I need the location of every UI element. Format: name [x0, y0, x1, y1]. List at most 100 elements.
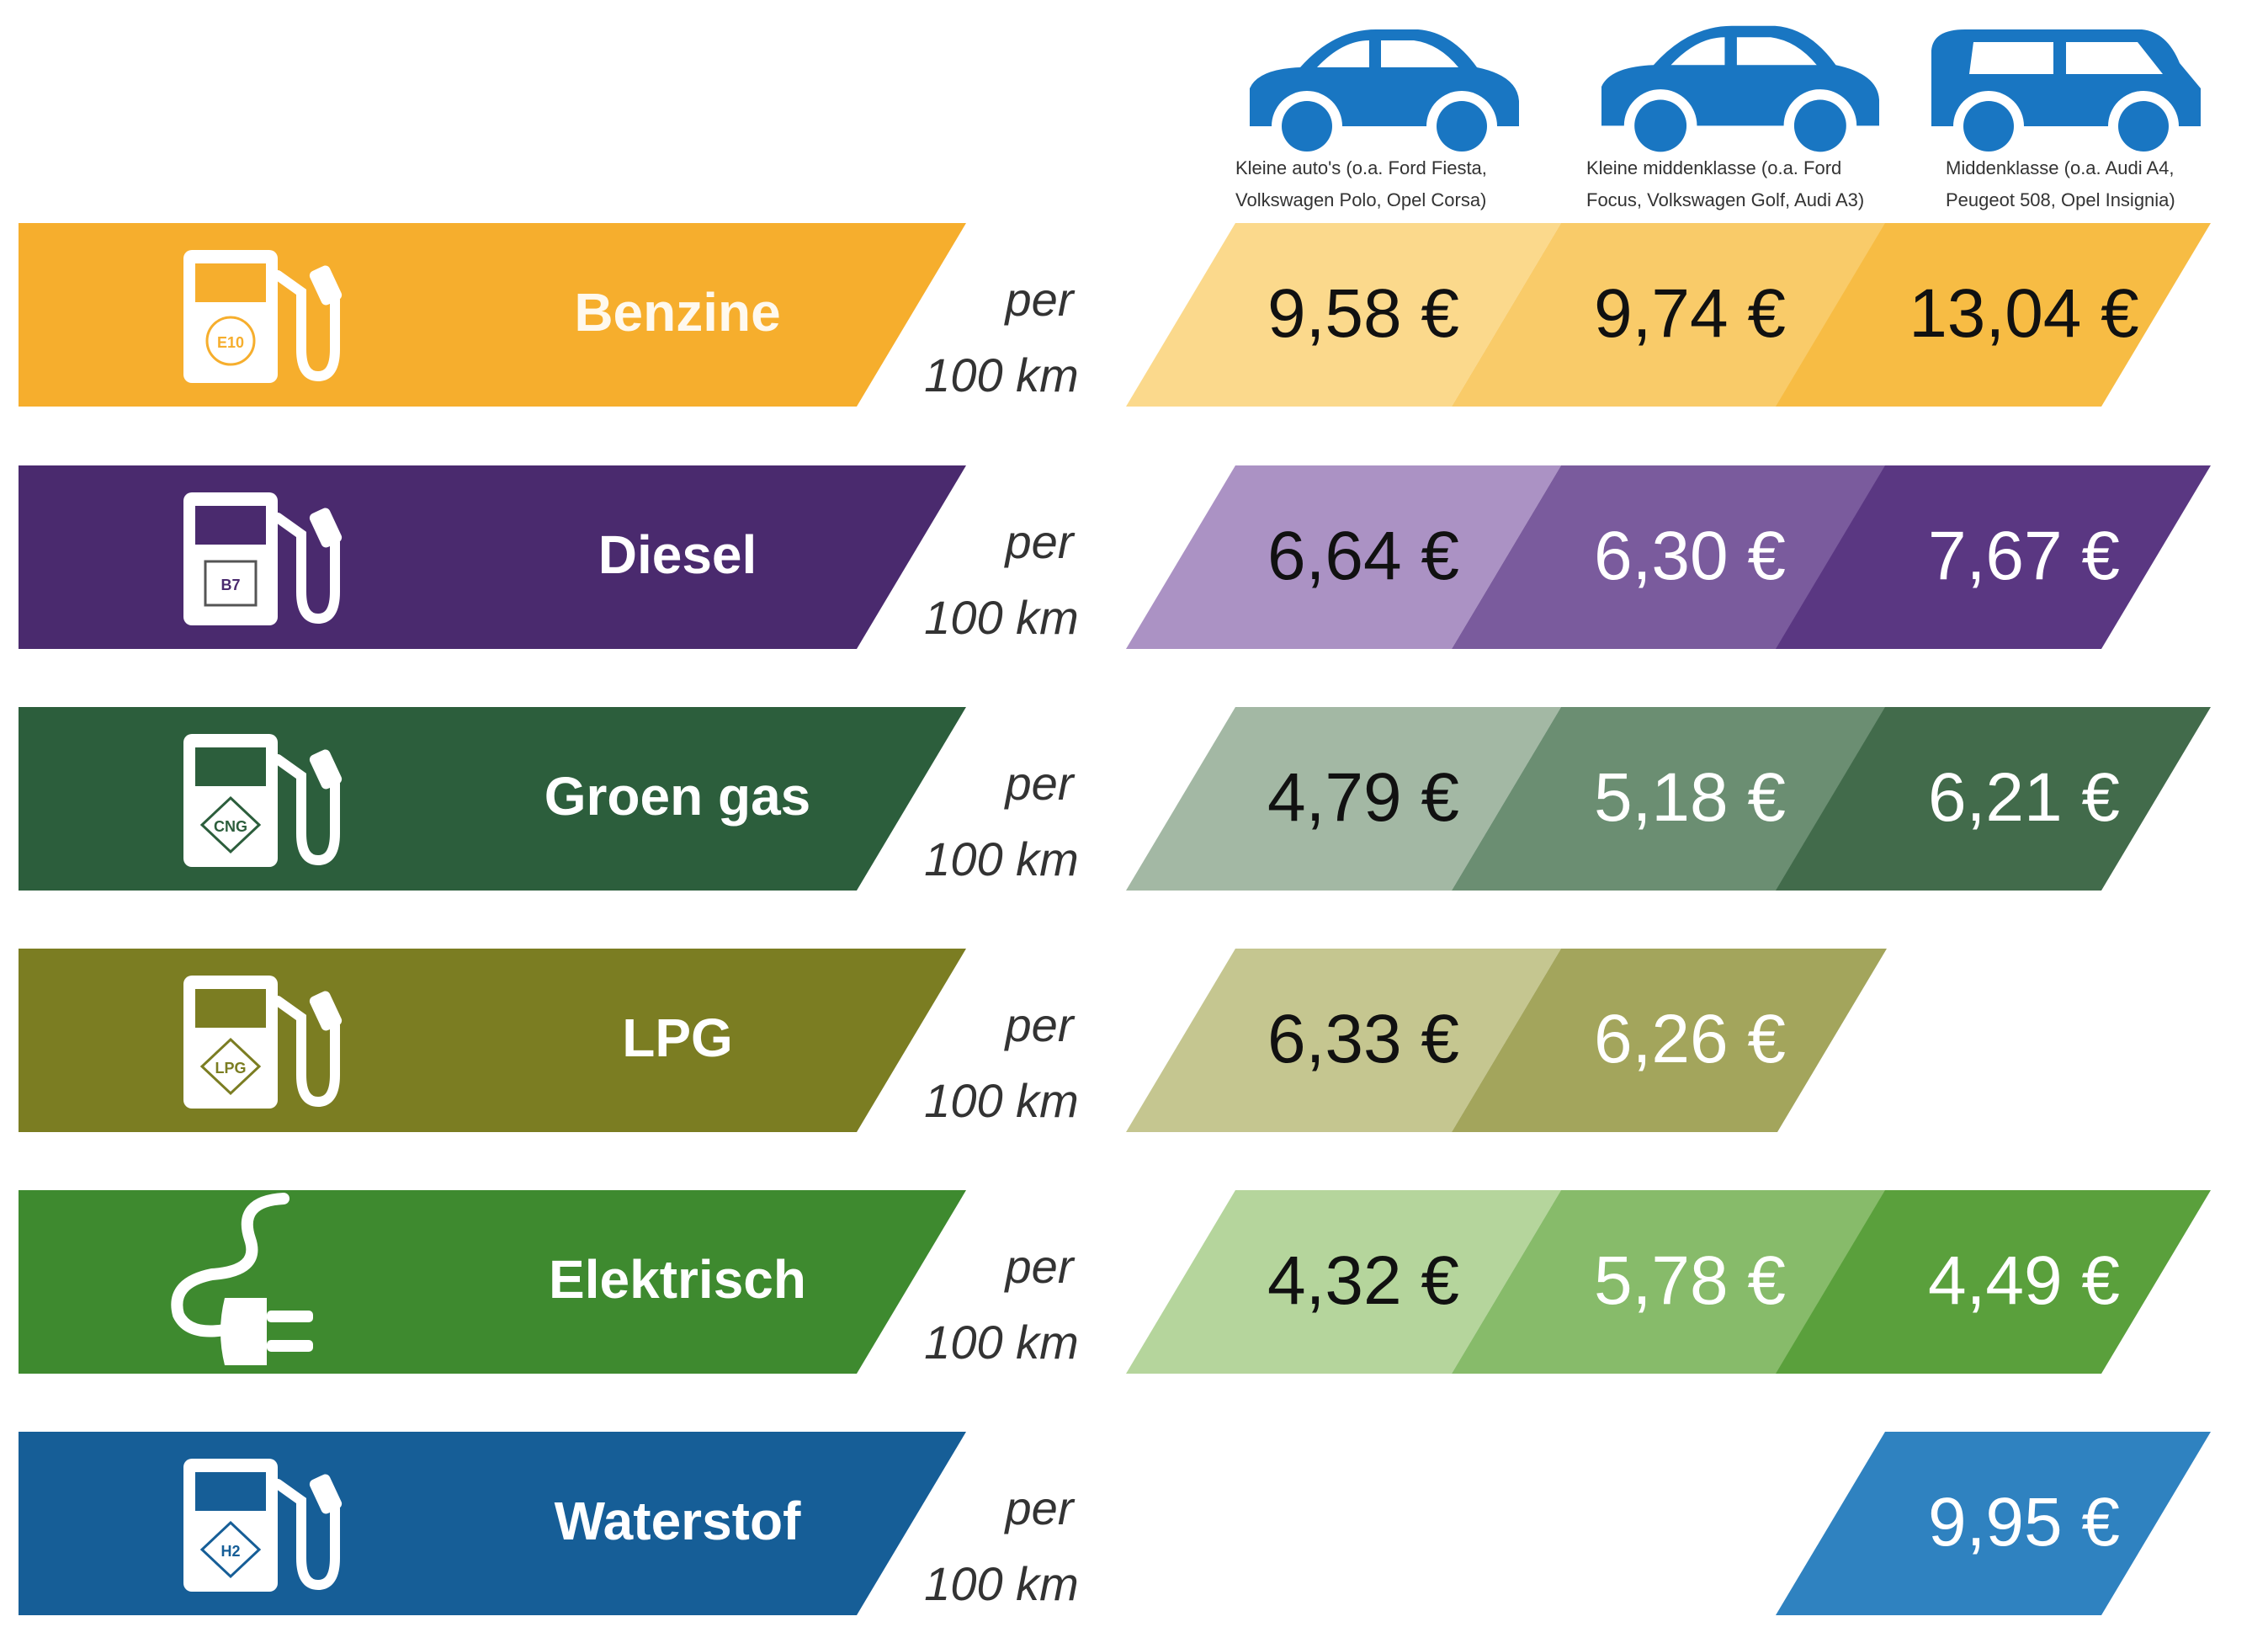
- badge-label: E10: [217, 334, 244, 351]
- fuel-banner: [19, 223, 966, 407]
- per-label: per: [1004, 1240, 1076, 1293]
- plug-prong: [267, 1311, 313, 1322]
- badge-label: LPG: [215, 1060, 246, 1077]
- distance-label: 100 km: [924, 832, 1079, 885]
- badge-circle: [205, 316, 256, 366]
- car-window: [2066, 42, 2163, 74]
- fuel-banner: [19, 465, 966, 649]
- pump-nozzle: [309, 1474, 343, 1514]
- value-label: 7,67 €: [1928, 518, 2120, 594]
- badge-diamond: [199, 1037, 262, 1096]
- pump-nozzle: [309, 265, 343, 306]
- pump-nozzle: [309, 508, 343, 548]
- fuel-banner: [19, 949, 966, 1132]
- badge-square: [204, 560, 258, 607]
- fuel-rows: E10 Benzine per 100 km 9,58 € 9,74 € 13,04 € B7…: [19, 223, 2211, 1615]
- value-label: 6,26 €: [1594, 1001, 1786, 1077]
- badge-label: B7: [220, 577, 240, 593]
- fuel-row: CNG Groen gas per 100 km 4,79 € 5,18 € 6,21 €: [19, 707, 2211, 891]
- pump-hose: [273, 754, 340, 866]
- car-wheel: [1282, 101, 1332, 152]
- value-cell: [1126, 1190, 1561, 1374]
- badge-label: H2: [220, 1543, 240, 1560]
- fuel-label: Elektrisch: [549, 1249, 806, 1310]
- fuel-label: LPG: [622, 1008, 733, 1068]
- fuel-label: Groen gas: [544, 766, 811, 827]
- fuel-row: E10 Benzine per 100 km 9,58 € 9,74 € 13,04 €: [19, 223, 2211, 407]
- car-wheel: [2118, 101, 2169, 152]
- badge-label: CNG: [214, 818, 247, 835]
- value-label: 5,18 €: [1594, 759, 1786, 836]
- value-cell: [1126, 949, 1561, 1132]
- per-label: per: [1004, 515, 1076, 568]
- fuel-label: Waterstof: [555, 1491, 801, 1551]
- pump-display: [195, 989, 266, 1028]
- value-label: 6,30 €: [1594, 518, 1786, 594]
- car-wheel: [1793, 99, 1846, 152]
- value-cell: [1126, 465, 1561, 649]
- value-cell: [1776, 465, 2211, 649]
- column-label-line1: Kleine middenklasse (o.a. Ford: [1586, 157, 1841, 178]
- fuel-banner: [19, 1190, 966, 1374]
- fuel-row: B7 Diesel per 100 km 6,64 € 6,30 € 7,67 €: [19, 465, 2211, 649]
- per-label: per: [1004, 273, 1076, 326]
- distance-label: 100 km: [924, 591, 1079, 644]
- value-cell: [1776, 707, 2211, 891]
- value-cell: [1126, 707, 1561, 891]
- value-label: 4,49 €: [1928, 1242, 2120, 1319]
- value-label: 4,32 €: [1267, 1242, 1459, 1319]
- car-wheel: [1634, 99, 1687, 152]
- car-estate-icon: [1931, 29, 2201, 162]
- value-cell: [1776, 1190, 2211, 1374]
- pump-display: [195, 506, 266, 545]
- per-label: per: [1004, 757, 1076, 810]
- badge-diamond: [199, 1520, 262, 1579]
- pump-hose: [273, 270, 340, 382]
- column-label-line1: Kleine auto's (o.a. Ford Fiesta,: [1235, 157, 1487, 178]
- car-wheel: [1963, 101, 2014, 152]
- value-label: 4,79 €: [1267, 759, 1459, 836]
- distance-label: 100 km: [924, 348, 1079, 401]
- pump-hose: [273, 1479, 340, 1591]
- value-cell: [1452, 223, 1887, 407]
- pump-hose: [273, 996, 340, 1108]
- pump-hose: [273, 513, 340, 625]
- fuel-banner: [19, 1432, 966, 1615]
- value-label: 9,58 €: [1267, 275, 1459, 352]
- column-label-line2: Volkswagen Polo, Opel Corsa): [1235, 189, 1486, 210]
- value-label: 5,78 €: [1594, 1242, 1786, 1319]
- distance-label: 100 km: [924, 1557, 1079, 1610]
- pump-display: [195, 747, 266, 786]
- value-cell: [1126, 223, 1561, 407]
- distance-label: 100 km: [924, 1074, 1079, 1127]
- value-cell: [1452, 1190, 1887, 1374]
- value-cell: [1776, 1432, 2211, 1615]
- value-label: 6,33 €: [1267, 1001, 1459, 1077]
- fuel-banner: [19, 707, 966, 891]
- pump-nozzle: [309, 991, 343, 1031]
- pump-display: [195, 263, 266, 302]
- value-label: 9,74 €: [1594, 275, 1786, 352]
- car-window: [1381, 40, 1458, 67]
- value-cell: [1776, 223, 2211, 407]
- value-label: 9,95 €: [1928, 1484, 2120, 1561]
- car-window: [1736, 37, 1817, 66]
- fuel-label: Benzine: [574, 282, 780, 343]
- plug-prong: [267, 1340, 313, 1352]
- car-small-icon: [1250, 29, 1519, 162]
- distance-label: 100 km: [924, 1316, 1079, 1369]
- car-window: [1317, 40, 1369, 67]
- car-compact-icon: [1601, 25, 1879, 162]
- value-label: 6,21 €: [1928, 759, 2120, 836]
- per-label: per: [1004, 1481, 1076, 1534]
- badge-diamond: [199, 795, 262, 854]
- value-cell: [1452, 465, 1887, 649]
- pump-nozzle: [309, 749, 343, 790]
- value-label: 13,04 €: [1909, 275, 2139, 352]
- column-label-line1: Middenklasse (o.a. Audi A4,: [1946, 157, 2175, 178]
- fuel-label: Diesel: [598, 524, 757, 585]
- column-label-line2: Focus, Volkswagen Golf, Audi A3): [1586, 189, 1864, 210]
- value-cell: [1452, 949, 1887, 1132]
- column-labels: Kleine auto's (o.a. Ford Fiesta, Volkswag…: [1235, 157, 2175, 210]
